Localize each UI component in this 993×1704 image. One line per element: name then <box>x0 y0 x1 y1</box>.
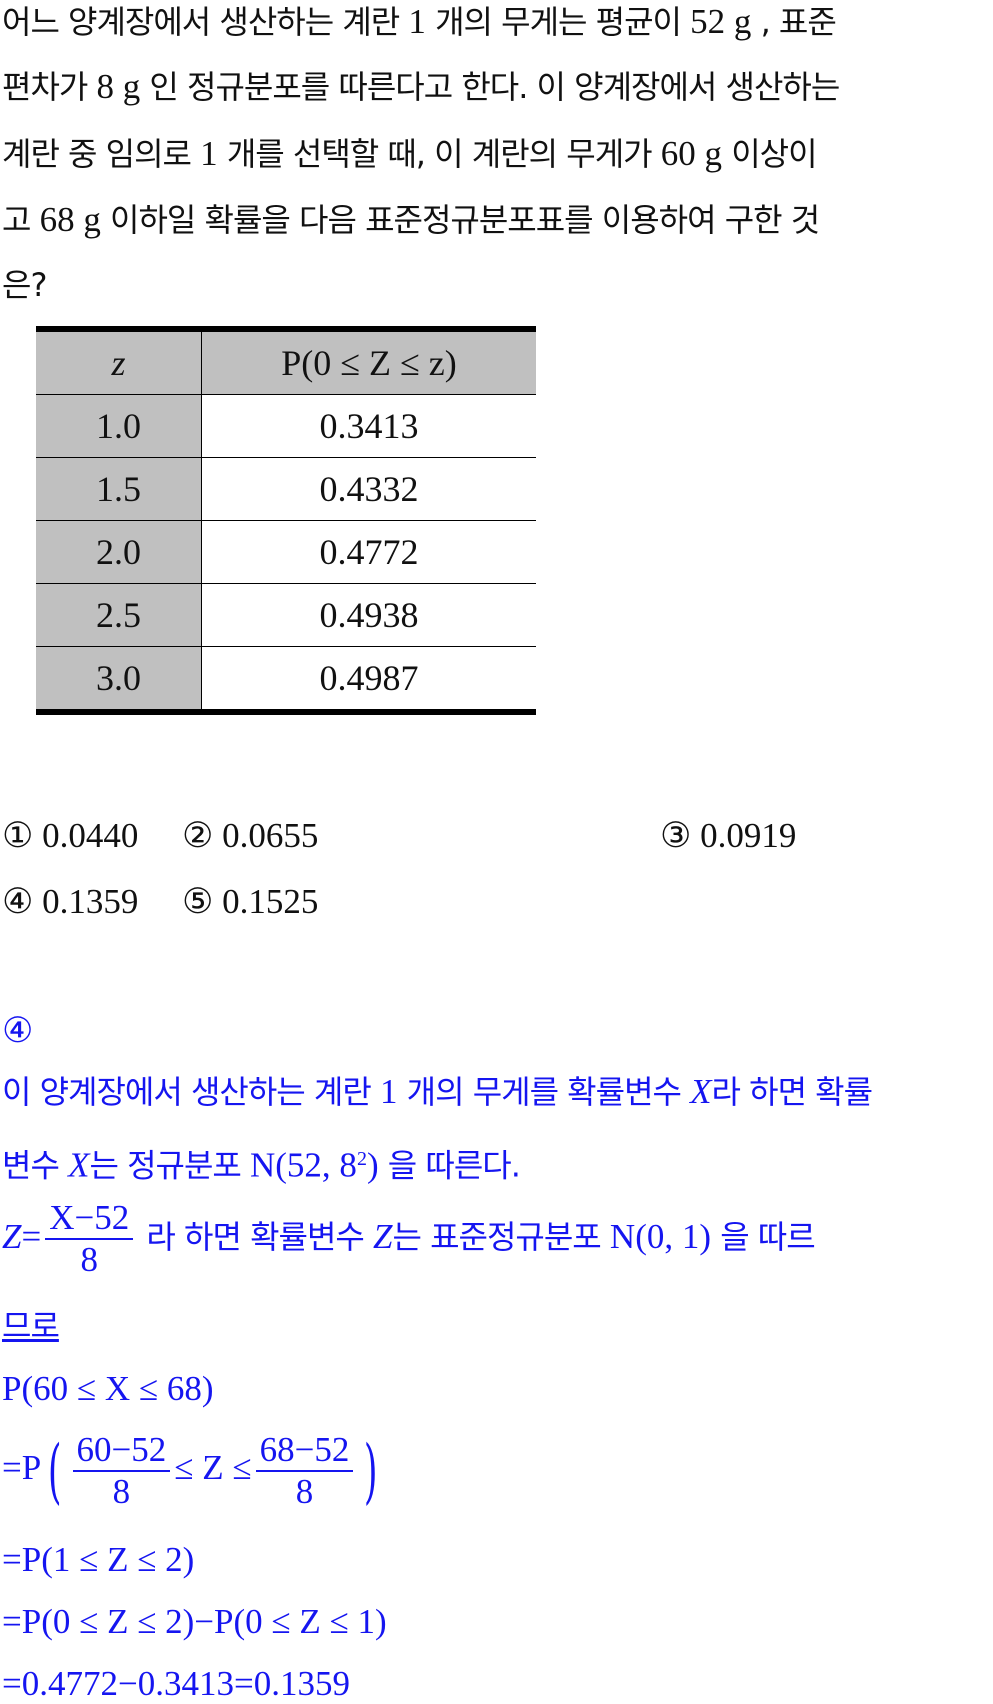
p-cell: 0.4938 <box>201 583 536 647</box>
table-row: 1.0 0.3413 <box>36 394 536 458</box>
choice-marker: ④ <box>2 882 34 921</box>
header-p: P(0 ≤ Z ≤ z) <box>201 329 536 395</box>
math: N(0, 1) <box>609 1217 712 1256</box>
question-line-4: 고 68 g 이하일 확률을 다음 표준정규분포표를 이용하여 구한 것 <box>2 200 820 240</box>
table-row: 3.0 0.4987 <box>36 646 536 713</box>
text: , 표준 <box>751 3 837 41</box>
choice-value: 0.1525 <box>222 882 319 921</box>
numerator: 68−52 <box>255 1430 354 1472</box>
math: ) <box>366 1145 379 1185</box>
answer: ④ <box>2 1011 34 1050</box>
text: 을 따른다. <box>378 1146 521 1185</box>
text: 은? <box>2 266 47 304</box>
question-line-5: 은? <box>2 265 47 305</box>
choice-value: 0.0655 <box>222 816 319 855</box>
z-cell: 1.0 <box>36 394 202 458</box>
math: 1 <box>200 134 218 173</box>
text: 는 정규분포 <box>89 1146 250 1185</box>
text: 개의 무게는 평균이 <box>425 3 691 41</box>
question-line-2: 편차가 8 g 인 정규분포를 따른다고 한다. 이 양계장에서 생산하는 <box>2 67 840 107</box>
text: 이하일 확률을 다음 표준정규분포표를 이용하여 구한 것 <box>100 201 820 239</box>
math: 1 <box>379 1072 398 1111</box>
solution-line-9: =0.4772−0.3413=0.1359 <box>2 1664 350 1703</box>
solution-line-1: 이 양계장에서 생산하는 계란 1 개의 무게를 확률변수 X라 하면 확률 <box>2 1072 874 1112</box>
z-cell: 1.5 <box>36 457 202 521</box>
choice-marker: ⑤ <box>182 882 214 921</box>
math: X <box>68 1145 90 1185</box>
solution-line-2: 변수 X는 정규분포 N(52, 82) 을 따른다. <box>2 1139 521 1186</box>
text: 개의 무게를 확률변수 <box>397 1073 691 1111</box>
text: 을 따르 <box>711 1218 815 1256</box>
choice-marker: ② <box>182 816 214 855</box>
header-z: z <box>36 329 202 395</box>
p-cell: 0.4772 <box>201 520 536 584</box>
choice-5[interactable]: ⑤ 0.1525 <box>182 882 318 922</box>
math: 68 g <box>39 200 101 239</box>
fraction: 60−52 8 <box>72 1430 171 1512</box>
z-cell: 3.0 <box>36 646 202 713</box>
text: 이상이 <box>722 135 817 173</box>
solution-line-6: =P(60−52 8 ≤ Z ≤68−52 8) <box>2 1430 385 1512</box>
choice-2[interactable]: ② 0.0655 <box>182 816 318 856</box>
text: 는 표준정규분포 <box>392 1218 610 1256</box>
numerator: X−52 <box>45 1198 134 1240</box>
solution-line-7: =P(1 ≤ Z ≤ 2) <box>2 1540 195 1579</box>
solution-line-3: Z= X−52 8 라 하면 확률변수 Z는 표준정규분포 N(0, 1) 을 따르 <box>2 1198 816 1280</box>
table-row: 2.5 0.4938 <box>36 583 536 647</box>
denominator: 8 <box>80 1240 98 1279</box>
question-line-3: 계란 중 임의로 1 개를 선택할 때, 이 계란의 무게가 60 g 이상이 <box>2 134 818 174</box>
choice-1[interactable]: ① 0.0440 <box>2 816 138 856</box>
math: 52 g <box>690 2 752 41</box>
solution-line-5: P(60 ≤ X ≤ 68) <box>2 1369 214 1408</box>
math: 8 g <box>96 67 141 106</box>
math: 60 g <box>660 134 723 173</box>
choice-value: 0.0919 <box>700 816 797 855</box>
math: N(52, 8 <box>250 1145 357 1185</box>
text: 어느 양계장에서 생산하는 계란 <box>2 3 409 41</box>
math: Z <box>2 1217 22 1256</box>
fraction: 68−52 8 <box>255 1430 354 1512</box>
choice-value: 0.1359 <box>42 882 139 921</box>
text: 라 하면 확률변수 <box>137 1218 374 1256</box>
choice-value: 0.0440 <box>42 816 139 855</box>
text: 계란 중 임의로 <box>2 135 201 173</box>
math: Z <box>373 1217 393 1256</box>
math: ≤ Z ≤ <box>174 1448 252 1488</box>
right-paren: ) <box>364 1430 378 1512</box>
choice-marker: ③ <box>660 816 692 855</box>
left-paren: ( <box>48 1430 62 1512</box>
p-cell: 0.3413 <box>201 394 536 458</box>
standard-normal-table: z P(0 ≤ Z ≤ z) 1.0 0.3413 1.5 0.4332 2.0 0.… <box>36 326 536 715</box>
fraction: X−52 8 <box>45 1198 134 1280</box>
table-row: 2.0 0.4772 <box>36 520 536 584</box>
z-cell: 2.5 <box>36 583 202 647</box>
p-cell: 0.4332 <box>201 457 536 521</box>
text: 이 양계장에서 생산하는 계란 <box>2 1073 380 1111</box>
text: 개를 선택할 때, 이 계란의 무게가 <box>217 135 661 173</box>
math: =P <box>2 1448 42 1488</box>
text: 고 <box>2 201 40 239</box>
math: = <box>21 1217 42 1256</box>
math: 1 <box>408 2 426 41</box>
choice-4[interactable]: ④ 0.1359 <box>2 882 138 922</box>
p-cell: 0.4987 <box>201 646 536 713</box>
numerator: 60−52 <box>72 1430 171 1472</box>
superscript: 2 <box>356 1148 367 1170</box>
denominator: 8 <box>295 1472 314 1511</box>
text: 변수 <box>2 1146 69 1185</box>
solution-line-4: 므로 <box>2 1307 60 1345</box>
choice-3[interactable]: ③ 0.0919 <box>660 816 796 856</box>
denominator: 8 <box>112 1472 131 1511</box>
table-header: z P(0 ≤ Z ≤ z) <box>36 329 536 395</box>
text: 편차가 <box>2 68 97 106</box>
question-line-1: 어느 양계장에서 생산하는 계란 1 개의 무게는 평균이 52 g , 표준 <box>2 2 837 42</box>
text: 인 정규분포를 따른다고 한다. 이 양계장에서 생산하는 <box>140 68 840 106</box>
text: 라 하면 확률 <box>711 1073 874 1111</box>
table-row: 1.5 0.4332 <box>36 457 536 521</box>
choice-marker: ① <box>2 816 34 855</box>
solution-line-8: =P(0 ≤ Z ≤ 2)−P(0 ≤ Z ≤ 1) <box>2 1602 387 1641</box>
math: X <box>690 1072 712 1111</box>
z-cell: 2.0 <box>36 520 202 584</box>
